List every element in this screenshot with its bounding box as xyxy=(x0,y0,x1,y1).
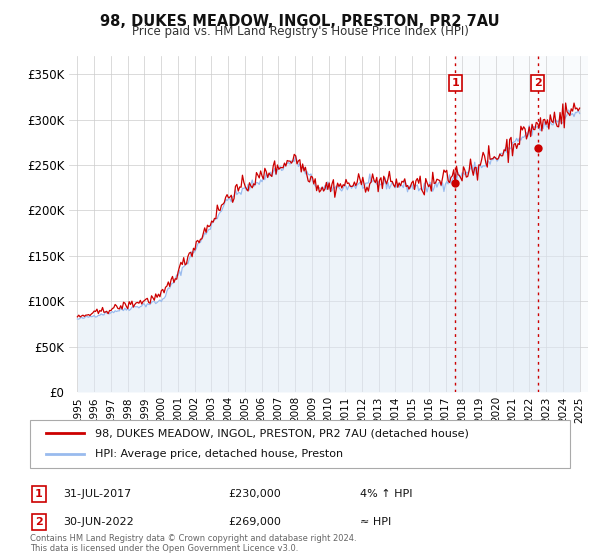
Text: 98, DUKES MEADOW, INGOL, PRESTON, PR2 7AU (detached house): 98, DUKES MEADOW, INGOL, PRESTON, PR2 7A… xyxy=(95,428,469,438)
Text: 30-JUN-2022: 30-JUN-2022 xyxy=(63,517,134,527)
Text: Contains HM Land Registry data © Crown copyright and database right 2024.
This d: Contains HM Land Registry data © Crown c… xyxy=(30,534,356,553)
Text: 98, DUKES MEADOW, INGOL, PRESTON, PR2 7AU: 98, DUKES MEADOW, INGOL, PRESTON, PR2 7A… xyxy=(100,14,500,29)
Text: 2: 2 xyxy=(534,78,542,88)
Text: £269,000: £269,000 xyxy=(228,517,281,527)
Bar xyxy=(455,56,588,392)
Text: 1: 1 xyxy=(35,489,43,499)
Text: Price paid vs. HM Land Registry's House Price Index (HPI): Price paid vs. HM Land Registry's House … xyxy=(131,25,469,38)
Text: ≈ HPI: ≈ HPI xyxy=(360,517,391,527)
Text: 31-JUL-2017: 31-JUL-2017 xyxy=(63,489,131,499)
Text: 2: 2 xyxy=(35,517,43,527)
Text: HPI: Average price, detached house, Preston: HPI: Average price, detached house, Pres… xyxy=(95,449,343,459)
Text: £230,000: £230,000 xyxy=(228,489,281,499)
Text: 1: 1 xyxy=(452,78,459,88)
FancyBboxPatch shape xyxy=(30,420,570,468)
Text: 4% ↑ HPI: 4% ↑ HPI xyxy=(360,489,413,499)
